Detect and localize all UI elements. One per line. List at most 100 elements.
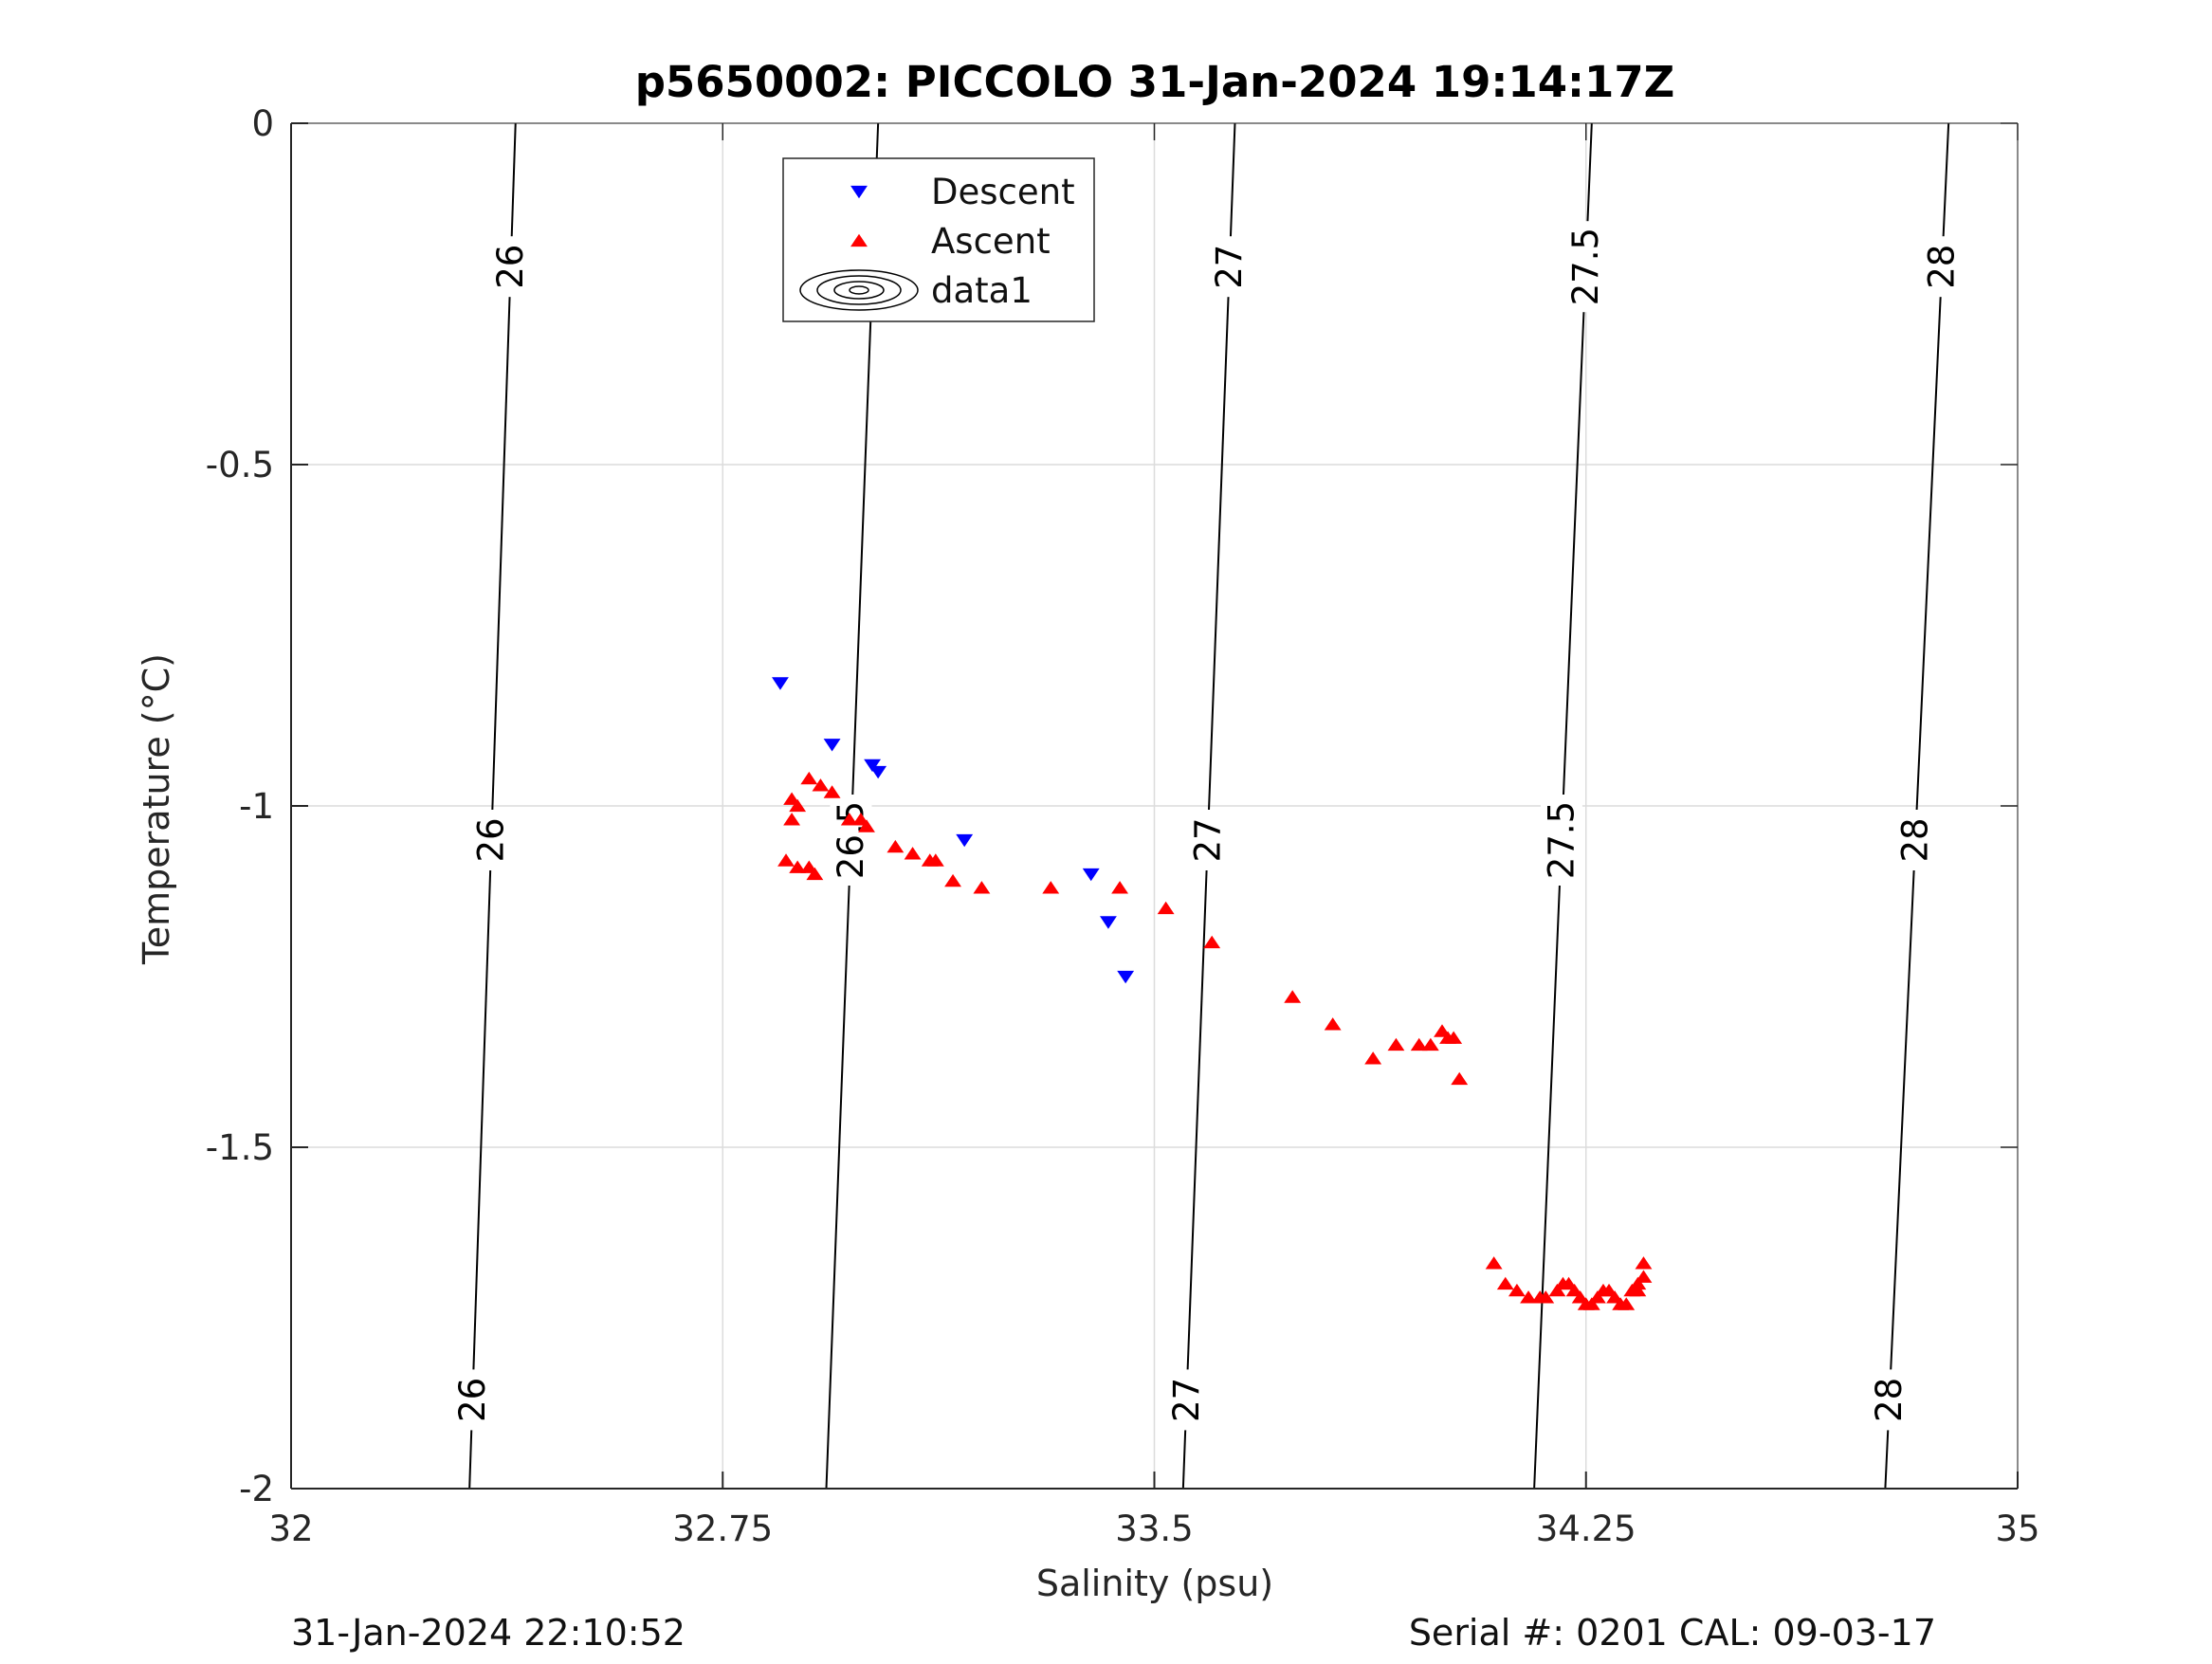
grid — [290, 122, 2019, 1490]
descent-point — [864, 759, 882, 773]
ascent-point — [783, 813, 801, 826]
ascent-point — [1618, 1297, 1636, 1310]
ascent-point — [840, 813, 858, 826]
descent-point — [1117, 970, 1135, 984]
density-contour-line — [468, 122, 517, 1490]
y-axis-label: Temperature (°C) — [136, 653, 177, 965]
ascent-point — [1387, 1037, 1405, 1051]
contour-label: 26 — [490, 245, 531, 289]
ascent-point — [904, 847, 922, 860]
ascent-point — [887, 839, 905, 853]
x-axis-label: Salinity (psu) — [1036, 1563, 1273, 1604]
ascent-point — [944, 873, 961, 887]
legend-label: Descent — [931, 172, 1075, 212]
contour-label-bg — [1564, 221, 1607, 313]
contour-label: 26 — [471, 817, 512, 862]
ascent-point — [1520, 1290, 1537, 1304]
density-contour-line — [1181, 122, 1236, 1490]
contour-label: 28 — [1869, 1378, 1910, 1422]
ascent-point — [1629, 1283, 1647, 1297]
ascent-point — [926, 853, 944, 867]
contour-label-bg — [1868, 1369, 1910, 1431]
descent-point — [823, 739, 841, 752]
x-tick-label: 34.25 — [1536, 1509, 1636, 1549]
legend-contour-symbol — [833, 281, 885, 300]
ascent-point — [823, 785, 841, 798]
ascent-point — [806, 867, 824, 881]
legend-marker — [850, 185, 868, 199]
ascent-point — [1588, 1290, 1606, 1304]
legend-box — [782, 157, 1095, 322]
ascent-point — [789, 860, 807, 873]
contour-label-bg — [451, 1369, 494, 1431]
ascent-point — [777, 853, 795, 867]
contour-label-bg — [1208, 236, 1251, 298]
ascent-point — [858, 819, 875, 832]
contour-label-bg — [1921, 236, 1964, 298]
ascent-point — [1537, 1290, 1555, 1304]
legend-label: Ascent — [931, 221, 1051, 262]
ascent-point — [1111, 881, 1129, 894]
contour-label: 27 — [1209, 245, 1250, 289]
contour-label-bg — [1894, 810, 1937, 870]
contour-label-bg — [489, 236, 532, 298]
contour-label: 27 — [1166, 1378, 1207, 1422]
contour-label: 28 — [1895, 817, 1936, 862]
contour-label: 27.5 — [1565, 228, 1606, 305]
ascent-point — [789, 798, 807, 813]
ascent-point — [1565, 1283, 1583, 1297]
ascent-point — [800, 771, 818, 785]
legend-contour-symbol — [849, 285, 869, 295]
ascent-point — [1571, 1290, 1589, 1304]
footer-serial-cal: Serial #: 0201 CAL: 09-03-17 — [1409, 1612, 1936, 1654]
x-tick-label: 32.75 — [672, 1509, 773, 1549]
descent-point — [1100, 916, 1117, 929]
ascent-point — [1324, 1017, 1342, 1031]
ascent-point — [1451, 1071, 1469, 1086]
contour-label-bg — [470, 810, 513, 870]
ascent-point — [783, 792, 801, 805]
ascent-point — [1548, 1283, 1566, 1297]
legend-label: data1 — [931, 270, 1033, 311]
x-tick-label: 33.5 — [1115, 1509, 1193, 1549]
axes: 32 32.75 33.5 34.25 35 -2 -1.5 -1 -0.5 0 — [206, 103, 2040, 1549]
ascent-point — [1410, 1037, 1428, 1051]
contour-label: 27.5 — [1541, 801, 1581, 879]
ascent-point — [1157, 901, 1175, 915]
ascent-point — [1582, 1297, 1600, 1310]
ascent-point — [851, 813, 869, 826]
legend: Descent Ascent data1 — [782, 157, 1095, 322]
y-tick-label: 0 — [251, 103, 274, 144]
descent-point — [956, 833, 974, 848]
contour-label-bg — [1540, 795, 1582, 886]
ascent-point — [1434, 1024, 1451, 1037]
ascent-point — [1364, 1051, 1382, 1065]
ascent-point — [1635, 1256, 1653, 1270]
contour-label: 27 — [1187, 817, 1228, 862]
ascent-point — [1485, 1256, 1503, 1270]
footer-datetime: 31-Jan-2024 22:10:52 — [291, 1612, 686, 1654]
ascent-point — [1203, 935, 1221, 949]
chart-title: p5650002: PICCOLO 31-Jan-2024 19:14:17Z — [635, 57, 1675, 107]
x-tick-label: 32 — [268, 1509, 313, 1549]
x-tick-label: 35 — [1995, 1509, 2039, 1549]
contour-label-bg — [1165, 1369, 1208, 1431]
ascent-point — [1421, 1037, 1439, 1051]
y-tick-label: -1 — [239, 786, 274, 827]
ascent-point — [1560, 1276, 1578, 1290]
density-contour-line — [1884, 122, 1950, 1490]
data-points — [772, 677, 1653, 1310]
contour-label-bg — [1186, 810, 1229, 870]
descent-point — [869, 765, 887, 779]
ascent-point — [1606, 1290, 1624, 1304]
contour-label: 28 — [1922, 245, 1963, 289]
ascent-point — [1508, 1283, 1526, 1297]
ascent-point — [800, 860, 818, 873]
y-tick-label: -0.5 — [206, 445, 274, 485]
ascent-point — [1445, 1031, 1463, 1044]
y-tick-label: -1.5 — [206, 1127, 274, 1168]
legend-contour-symbol — [816, 275, 902, 305]
contour-label: 26 — [452, 1378, 493, 1422]
legend-marker — [850, 233, 868, 247]
